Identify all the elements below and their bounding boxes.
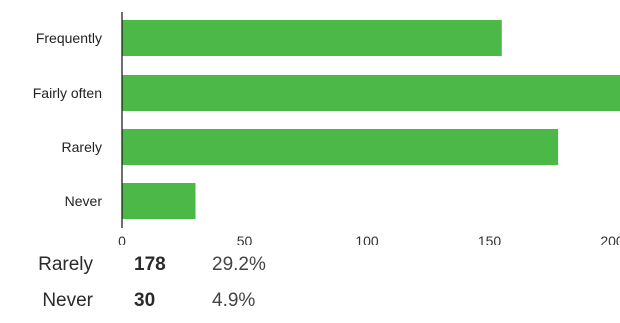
category-label: Rarely: [62, 139, 102, 155]
summary-label: Never: [42, 290, 93, 311]
category-label: Never: [65, 193, 103, 209]
summary-count: 30: [134, 290, 156, 311]
summary-label: Rarely: [38, 254, 93, 275]
category-label: Frequently: [36, 30, 102, 46]
bar-chart: Frequently Fairly often Rarely Never 0 50 100…: [33, 12, 620, 245]
x-tick-label: 150: [478, 233, 502, 245]
x-tick-label: 50: [237, 233, 253, 245]
summary-percent: 4.9%: [212, 290, 256, 311]
category-labels: Frequently Fairly often Rarely Never: [33, 30, 103, 209]
bar-frequently: [122, 20, 502, 56]
bar-rarely: [122, 129, 559, 165]
x-tick-label: 0: [118, 233, 126, 245]
bars-group: [122, 20, 620, 219]
x-axis-ticks: 0 50 100 150 200: [118, 233, 620, 245]
x-tick-label: 200: [600, 233, 620, 245]
summary-count: 178: [134, 254, 166, 275]
category-label: Fairly often: [33, 85, 102, 101]
summary-percent: 29.2%: [212, 254, 266, 275]
bar-never: [122, 183, 196, 219]
x-tick-label: 100: [355, 233, 379, 245]
bar-fairly-often: [122, 75, 620, 111]
